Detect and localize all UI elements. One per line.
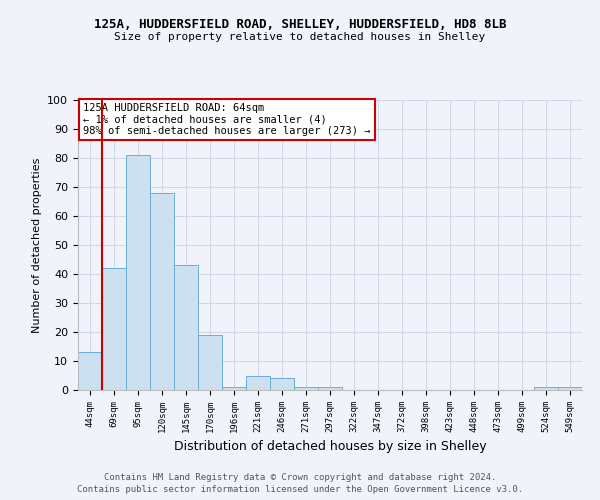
Bar bbox=[270, 378, 294, 390]
Y-axis label: Number of detached properties: Number of detached properties bbox=[32, 158, 42, 332]
Bar bbox=[150, 193, 174, 390]
Bar bbox=[294, 387, 318, 390]
Bar bbox=[558, 387, 582, 390]
Text: 125A HUDDERSFIELD ROAD: 64sqm
← 1% of detached houses are smaller (4)
98% of sem: 125A HUDDERSFIELD ROAD: 64sqm ← 1% of de… bbox=[83, 103, 371, 136]
Bar bbox=[318, 387, 342, 390]
Text: Size of property relative to detached houses in Shelley: Size of property relative to detached ho… bbox=[115, 32, 485, 42]
Bar bbox=[198, 335, 222, 390]
Text: Contains public sector information licensed under the Open Government Licence v3: Contains public sector information licen… bbox=[77, 485, 523, 494]
Bar bbox=[534, 387, 558, 390]
Text: 125A, HUDDERSFIELD ROAD, SHELLEY, HUDDERSFIELD, HD8 8LB: 125A, HUDDERSFIELD ROAD, SHELLEY, HUDDER… bbox=[94, 18, 506, 30]
Bar bbox=[78, 352, 102, 390]
Bar bbox=[102, 268, 126, 390]
Bar bbox=[246, 376, 270, 390]
Bar bbox=[174, 266, 198, 390]
Bar bbox=[126, 155, 150, 390]
X-axis label: Distribution of detached houses by size in Shelley: Distribution of detached houses by size … bbox=[173, 440, 487, 454]
Bar bbox=[222, 387, 246, 390]
Text: Contains HM Land Registry data © Crown copyright and database right 2024.: Contains HM Land Registry data © Crown c… bbox=[104, 472, 496, 482]
